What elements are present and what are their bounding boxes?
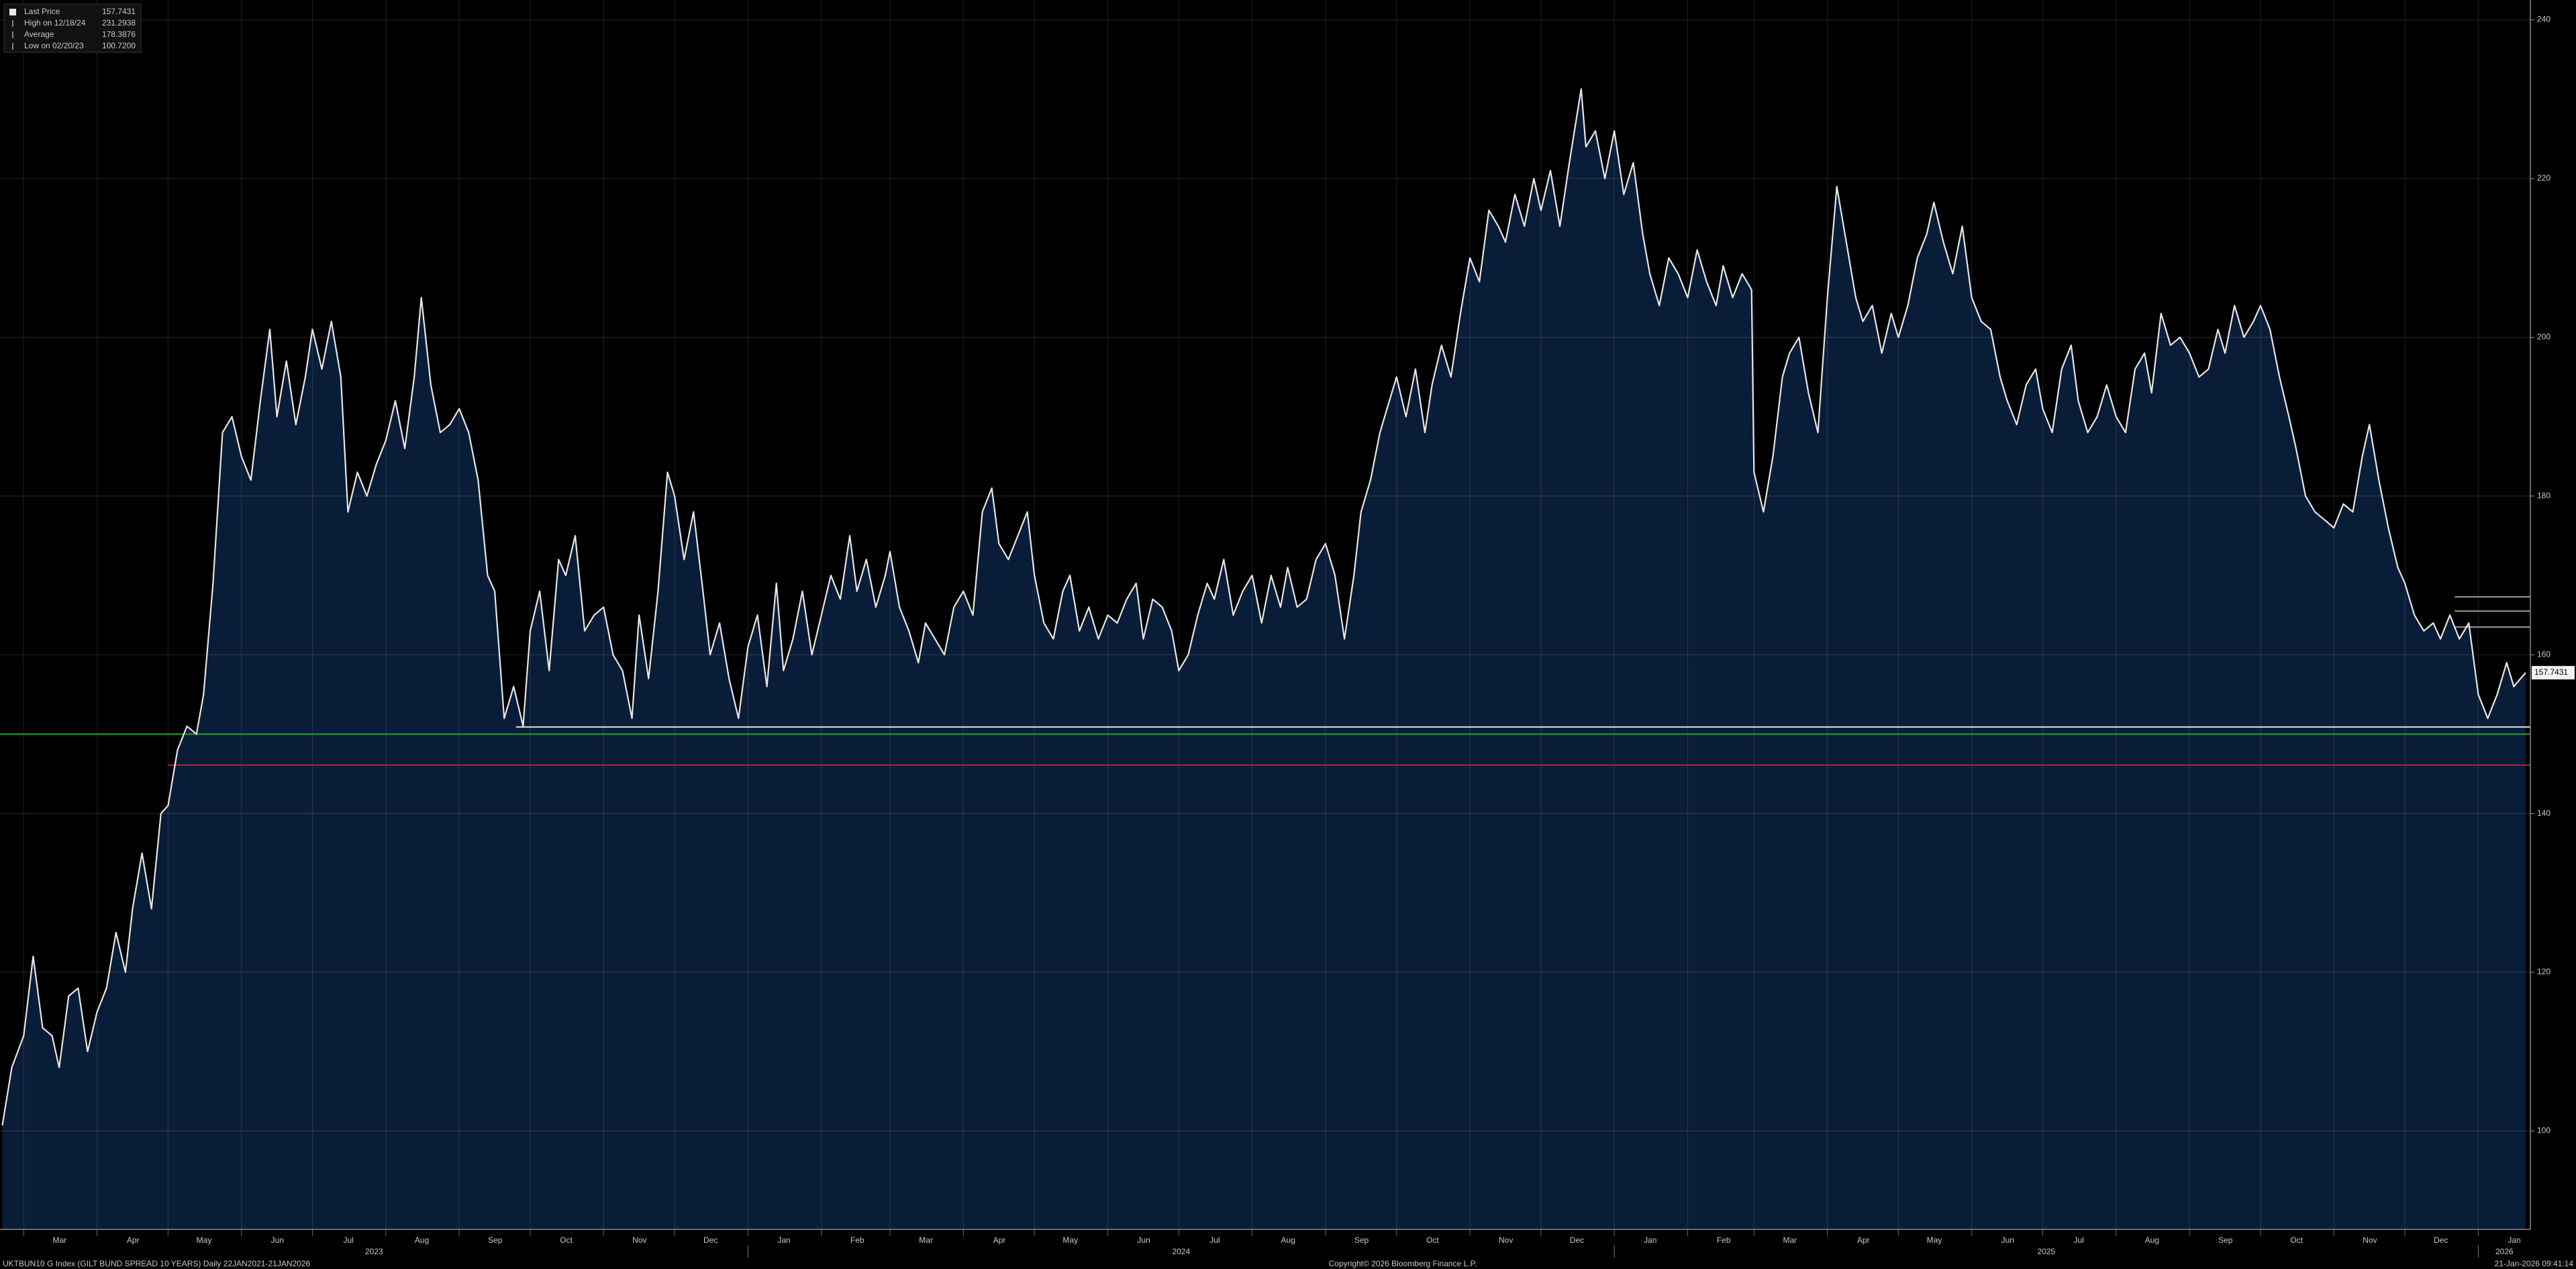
x-tick-label: Mar: [919, 1235, 933, 1245]
x-tick-label: May: [1927, 1235, 1942, 1245]
y-tick-label: 100: [2537, 1126, 2550, 1135]
area-fill: [2, 89, 2526, 1229]
legend-label: Average: [24, 30, 54, 39]
x-tick-label: Jul: [1209, 1235, 1220, 1245]
copyright: Copyright© 2026 Bloomberg Finance L.P.: [1329, 1259, 1477, 1268]
x-tick-label: Jun: [1137, 1235, 1150, 1245]
y-tick-label: 120: [2537, 967, 2550, 976]
y-tick-label: 180: [2537, 491, 2550, 500]
x-tick-label: Oct: [2290, 1235, 2303, 1245]
x-tick-label: Aug: [415, 1235, 429, 1245]
x-tick-label: Jul: [2073, 1235, 2083, 1245]
legend-value: 178.3876: [102, 30, 136, 39]
x-tick-label: May: [197, 1235, 212, 1245]
legend-box: [3, 3, 142, 53]
footer-title: UKTBUN10 G Index (GILT BUND SPREAD 10 YE…: [3, 1259, 311, 1268]
x-tick-label: Jan: [777, 1235, 790, 1245]
x-tick-label: Jun: [2001, 1235, 2014, 1245]
x-tick-label: Dec: [2434, 1235, 2448, 1245]
year-label: 2026: [2495, 1247, 2514, 1256]
legend-label: Last Price: [24, 7, 60, 16]
y-tick-label: 220: [2537, 173, 2550, 183]
x-tick-label: Apr: [127, 1235, 140, 1245]
legend-value: 100.7200: [102, 41, 136, 50]
year-label: 2024: [1172, 1247, 1190, 1256]
x-tick-label: Aug: [2145, 1235, 2159, 1245]
year-label: 2025: [2037, 1247, 2055, 1256]
x-tick-label: Nov: [632, 1235, 646, 1245]
x-tick-label: Mar: [1783, 1235, 1797, 1245]
x-tick-label: Apr: [1857, 1235, 1870, 1245]
x-tick-label: Apr: [993, 1235, 1006, 1245]
x-tick-label: Sep: [2218, 1235, 2233, 1245]
x-tick-label: Nov: [2363, 1235, 2377, 1245]
x-tick-label: Jan: [1644, 1235, 1656, 1245]
x-tick-label: Feb: [1717, 1235, 1731, 1245]
legend-label: High on 12/18/24: [24, 18, 86, 28]
year-label: 2023: [365, 1247, 383, 1256]
legend-value: 157.7431: [102, 7, 136, 16]
y-tick-label: 140: [2537, 808, 2550, 818]
x-tick-label: Feb: [850, 1235, 864, 1245]
price-line: [1, 88, 2526, 1126]
x-tick-label: Oct: [560, 1235, 573, 1245]
legend-marker: [9, 9, 16, 15]
x-tick-label: Sep: [1354, 1235, 1369, 1245]
x-tick-label: Jun: [271, 1235, 284, 1245]
x-tick-label: Nov: [1499, 1235, 1513, 1245]
y-tick-label: 240: [2537, 15, 2550, 24]
x-tick-label: Aug: [1281, 1235, 1295, 1245]
x-tick-label: Oct: [1426, 1235, 1439, 1245]
y-tick-label: 160: [2537, 649, 2550, 659]
last-price-tag: [2532, 665, 2575, 679]
legend-value: 231.2938: [102, 18, 136, 28]
x-tick-label: Mar: [53, 1235, 67, 1245]
x-tick-label: Dec: [1570, 1235, 1584, 1245]
x-tick-label: Dec: [703, 1235, 717, 1245]
x-tick-label: Sep: [488, 1235, 503, 1245]
timestamp: 21-Jan-2026 09:41:14: [2495, 1259, 2574, 1268]
x-tick-label: Jan: [2508, 1235, 2520, 1245]
y-tick-label: 200: [2537, 332, 2550, 342]
last-price-value: 157.7431: [2534, 667, 2568, 677]
x-tick-label: Jul: [343, 1235, 353, 1245]
x-tick-label: May: [1062, 1235, 1078, 1245]
legend-label: Low on 02/20/23: [24, 41, 84, 50]
plot-area: [0, 0, 2530, 1229]
